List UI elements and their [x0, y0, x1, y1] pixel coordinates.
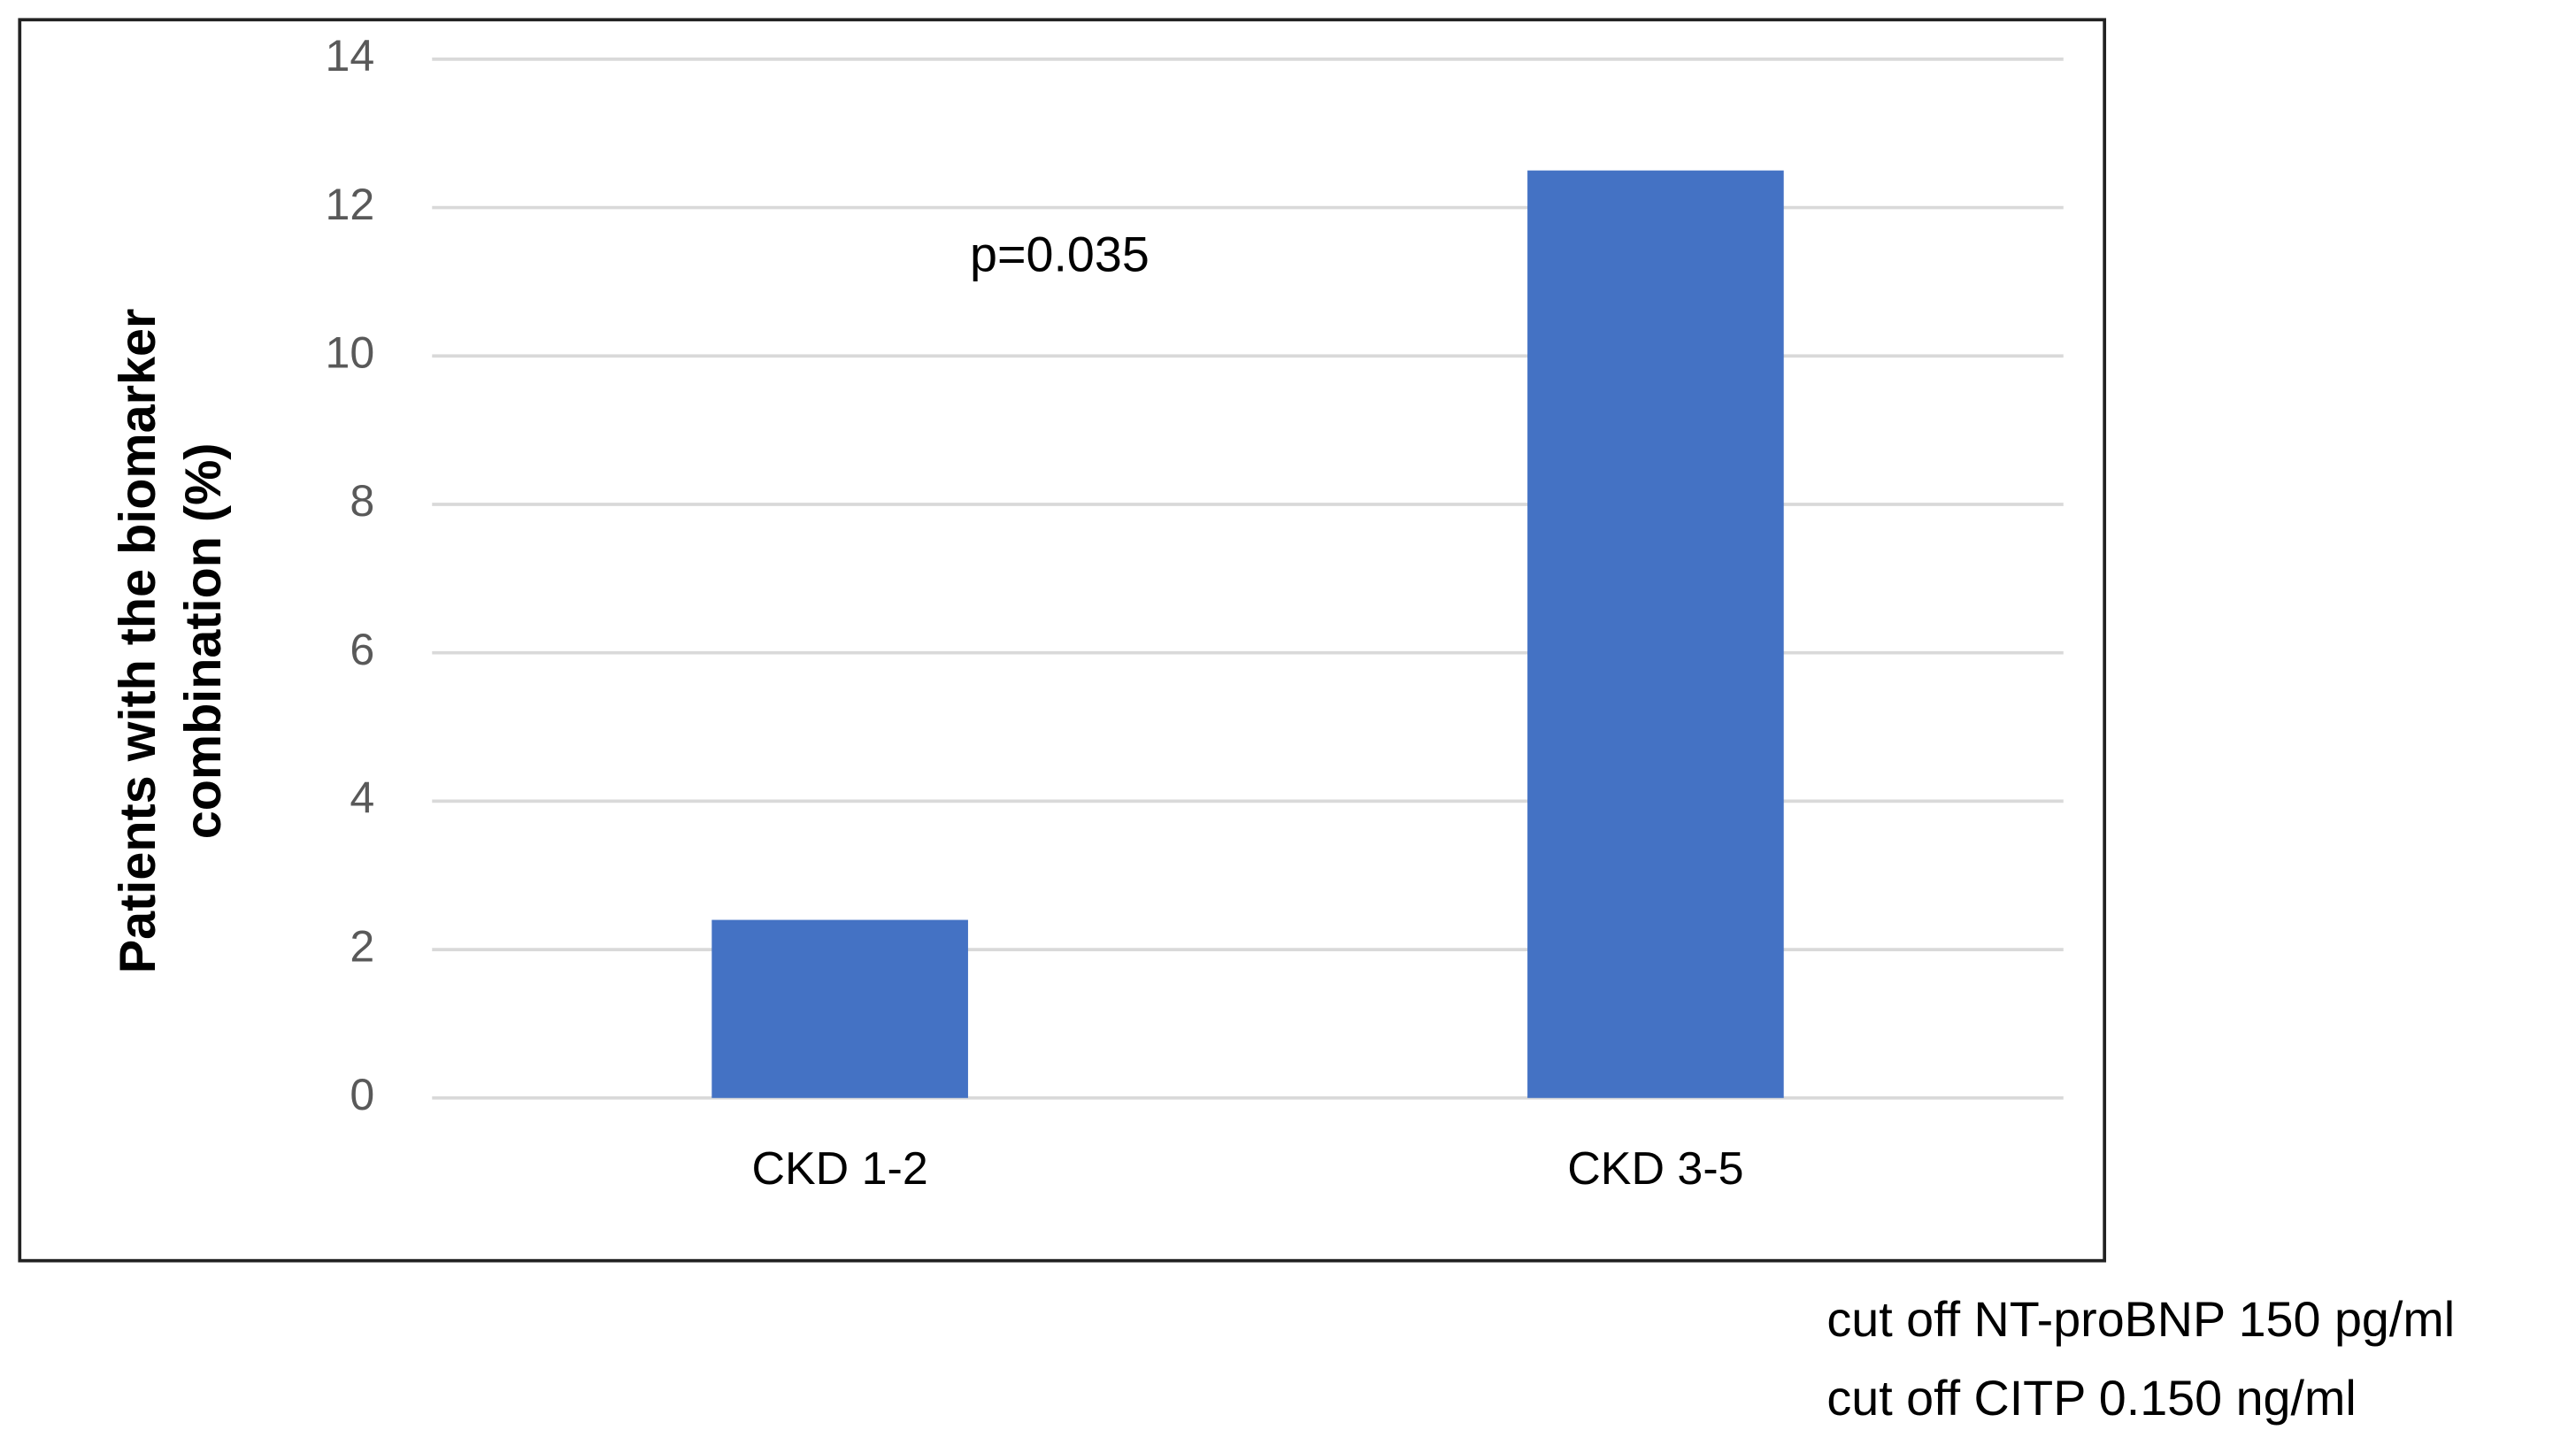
y-tick-label: 2 [350, 921, 374, 971]
annotation: p=0.035 [970, 227, 1150, 281]
y-tick-label: 4 [350, 773, 374, 823]
y-tick-label: 14 [326, 31, 375, 81]
y-axis-title-line: combination (%) [175, 443, 232, 840]
y-tick-label: 6 [350, 625, 374, 674]
x-tick-label: CKD 1-2 [751, 1143, 927, 1195]
y-tick-label: 10 [326, 328, 375, 378]
y-tick-label: 8 [350, 476, 374, 526]
bar [711, 919, 968, 1098]
y-tick-label: 12 [326, 180, 375, 229]
x-tick-label: CKD 3-5 [1567, 1143, 1743, 1195]
footnote: cut off CITP 0.150 ng/ml [1826, 1371, 2356, 1426]
footnote: cut off NT-proBNP 150 pg/ml [1826, 1292, 2455, 1347]
y-tick-label: 0 [350, 1070, 374, 1119]
y-axis-title-line: Patients with the biomarker [110, 309, 166, 974]
bar [1527, 170, 1784, 1098]
y-axis-title: Patients with the biomarker combination … [110, 309, 232, 974]
